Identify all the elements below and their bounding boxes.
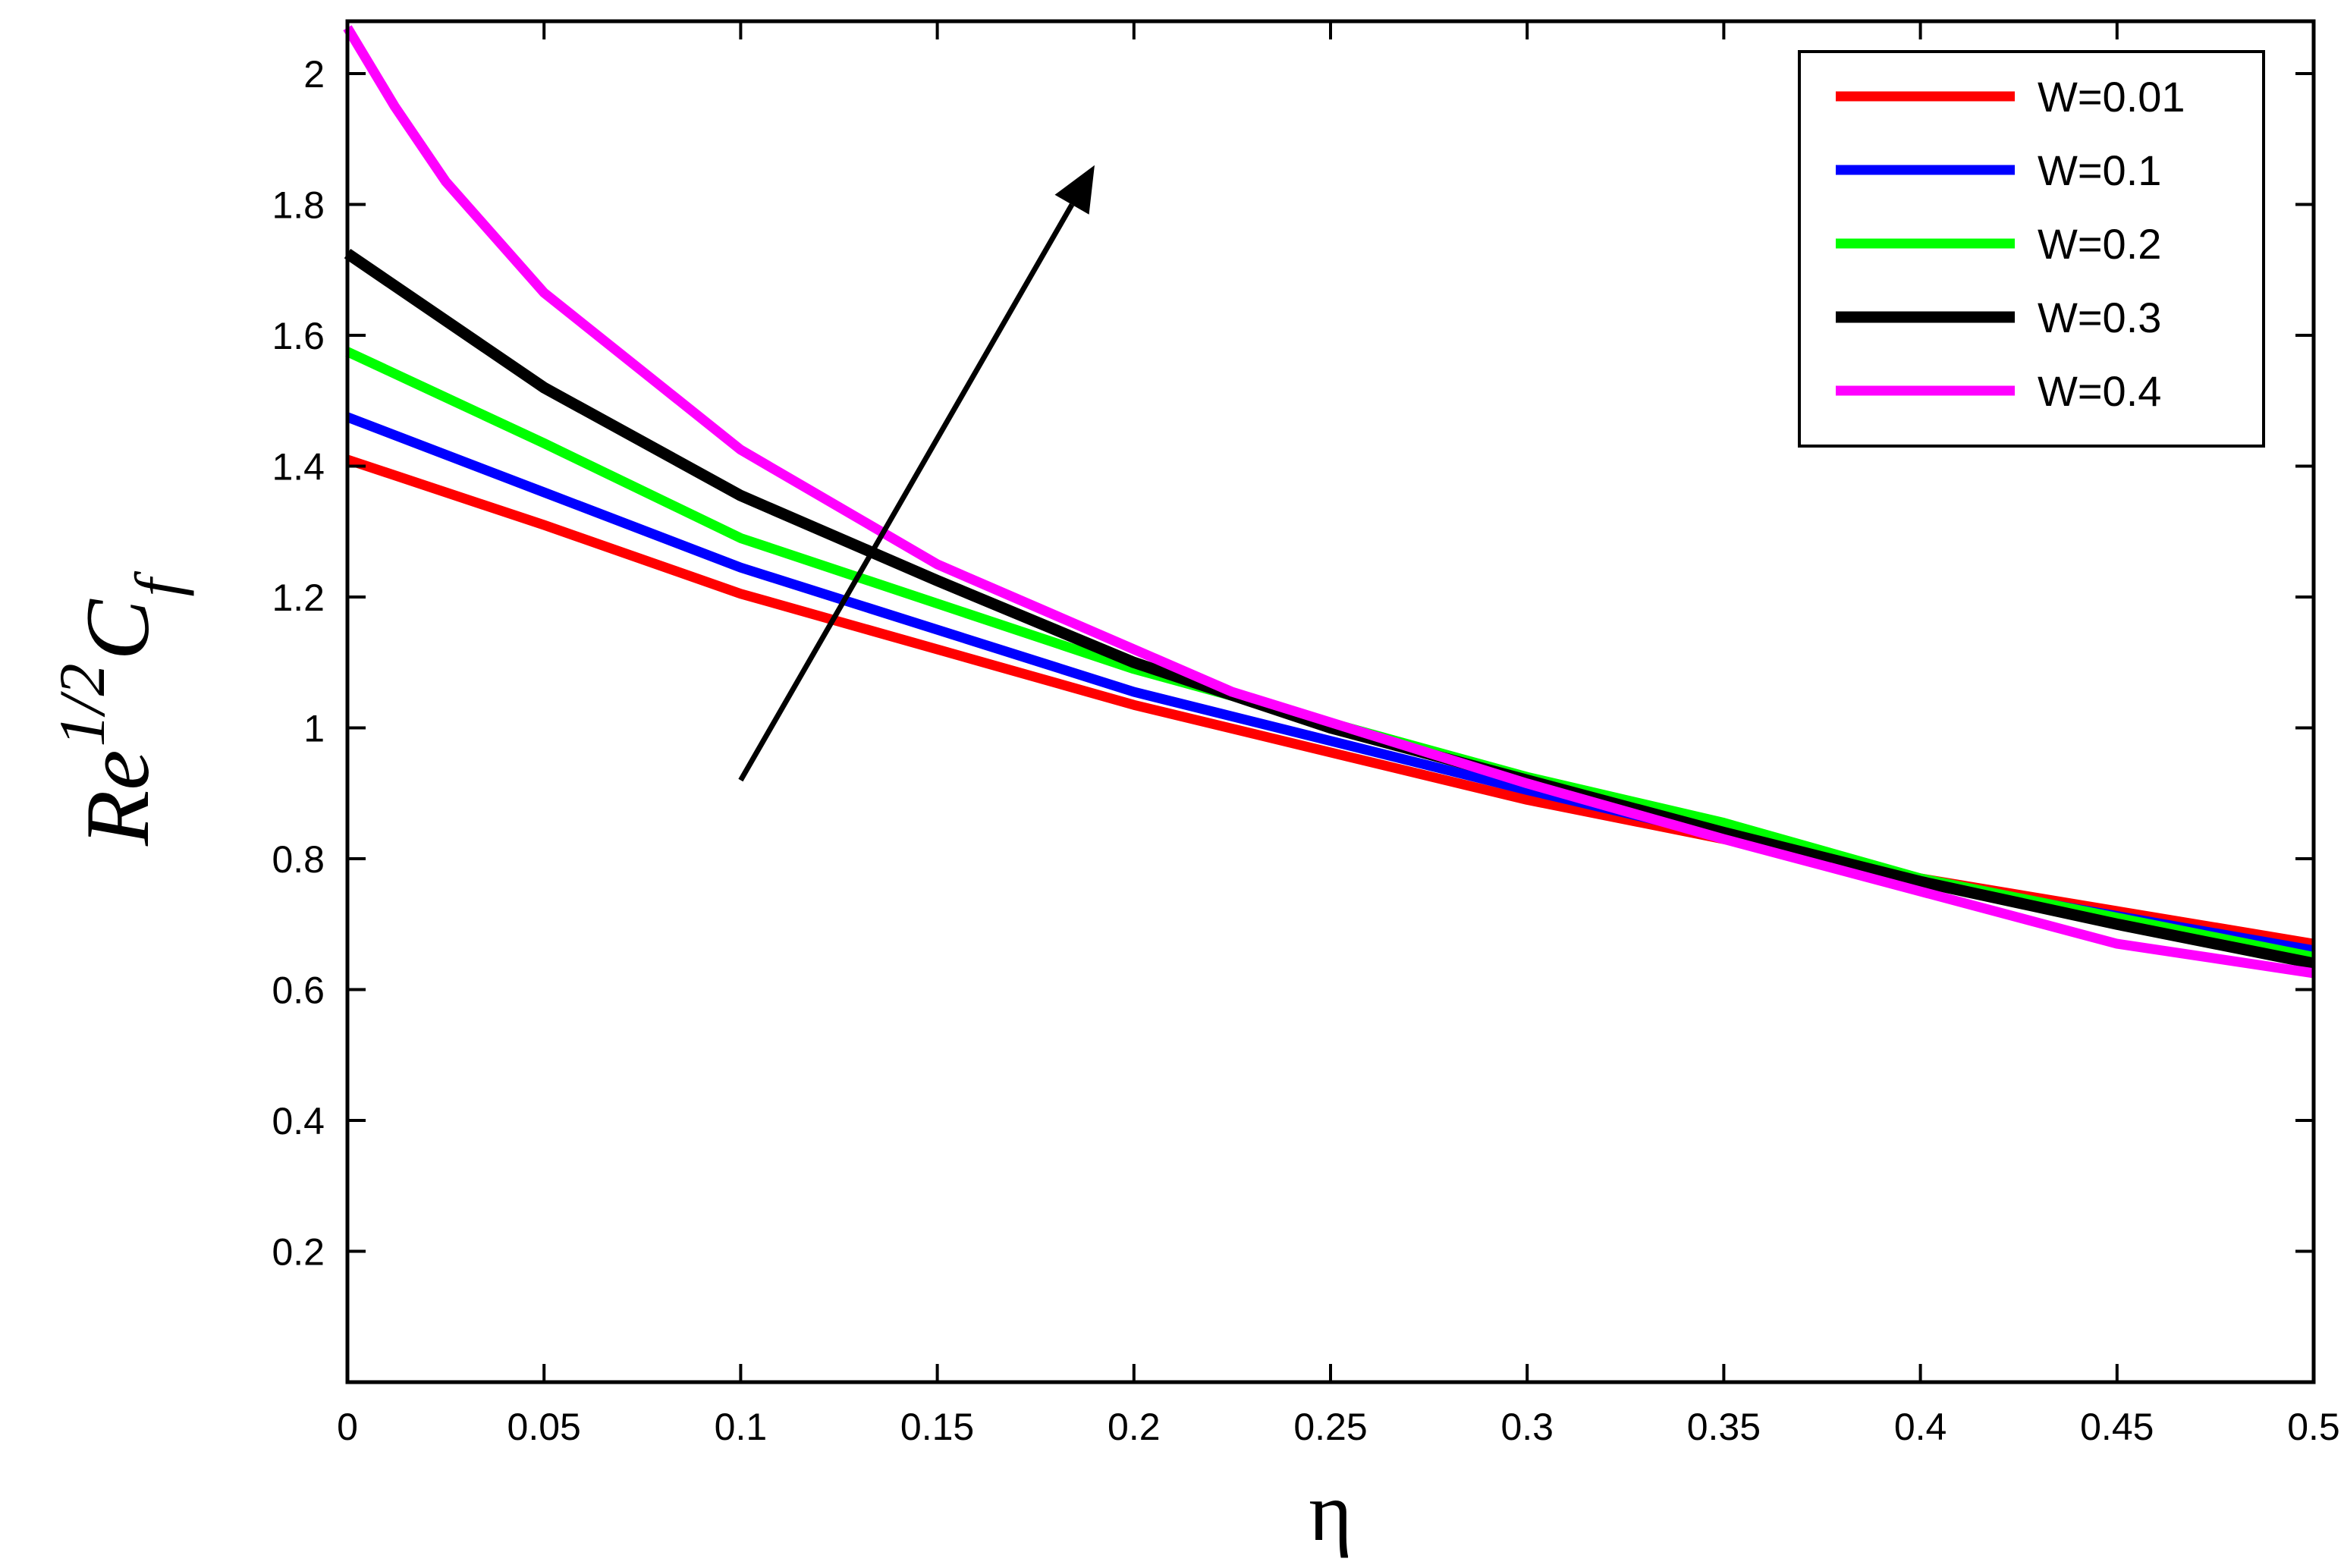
y-axis-title: Re 1/2 C f [46,570,194,847]
tick-layer: 0 0.05 0.1 0.15 0.2 0.25 0.3 0.35 0.4 0.45 0.5 0.2 0… [272,21,2340,1448]
y-tick-label: 0.8 [272,838,325,881]
x-tick-label: 0.1 [715,1406,768,1448]
y-tick-label: 1.2 [272,577,325,619]
annotation-layer [738,165,1095,782]
trend-arrow-shaft [738,203,1075,782]
x-tick-label: 0 [337,1406,358,1448]
x-tick-label: 0.3 [1500,1406,1554,1448]
y-tick-label: 0.4 [272,1100,325,1142]
series-line-2 [345,412,2315,956]
x-tick-label: 0.5 [2287,1406,2340,1448]
legend-label-4: W=0.3 [2038,294,2161,341]
y-tick-label: 2 [303,53,325,96]
x-tick-label: 0.35 [1687,1406,1761,1448]
series-line-4 [344,249,2315,969]
y-axis-title-subscript: f [121,570,194,596]
x-axis-title: η [1309,1466,1353,1558]
y-tick-label: 1.6 [272,315,325,357]
y-tick-label: 1.8 [272,184,325,227]
y-tick-label: 0.2 [272,1231,325,1274]
y-tick-label: 1.4 [272,446,325,489]
legend-label-2: W=0.1 [2038,146,2161,194]
x-tick-label: 0.4 [1894,1406,1947,1448]
legend-label-5: W=0.4 [2038,367,2161,415]
series-line-5 [343,25,2314,979]
y-axis-title-base: Re [67,749,168,847]
legend-box [1798,50,2265,448]
x-tick-label: 0.05 [507,1406,581,1448]
legend: W=0.01 W=0.1 W=0.2 W=0.3 W=0.4 [1798,50,2265,448]
legend-label-1: W=0.01 [2038,73,2185,121]
y-axis-title-superscript: 1/2 [46,664,118,747]
x-tick-label: 0.25 [1293,1406,1367,1448]
trend-arrow-head [1054,165,1095,215]
x-tick-label: 0.15 [900,1406,974,1448]
y-axis-title-symbol: C [67,599,168,661]
y-tick-label: 0.6 [272,969,325,1012]
y-tick-label: 1 [303,708,325,750]
x-tick-label: 0.2 [1108,1406,1161,1448]
legend-label-3: W=0.2 [2038,220,2161,268]
x-tick-label: 0.45 [2080,1406,2154,1448]
series-layer [343,25,2315,979]
